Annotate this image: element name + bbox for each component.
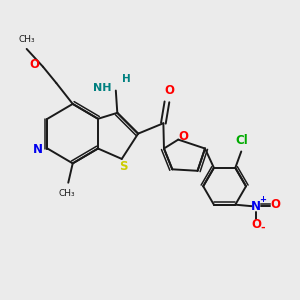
Text: CH₃: CH₃ xyxy=(58,189,75,198)
Text: O: O xyxy=(270,198,280,211)
Text: N: N xyxy=(251,200,261,213)
Text: Cl: Cl xyxy=(236,134,248,147)
Text: H: H xyxy=(122,74,130,84)
Text: O: O xyxy=(178,130,189,142)
Text: NH: NH xyxy=(93,83,111,93)
Text: -: - xyxy=(260,223,265,232)
Text: +: + xyxy=(259,195,266,204)
Text: N: N xyxy=(33,142,43,156)
Text: O: O xyxy=(164,84,174,98)
Text: O: O xyxy=(251,218,261,231)
Text: S: S xyxy=(119,160,128,173)
Text: CH₃: CH₃ xyxy=(18,35,35,44)
Text: O: O xyxy=(29,58,39,71)
